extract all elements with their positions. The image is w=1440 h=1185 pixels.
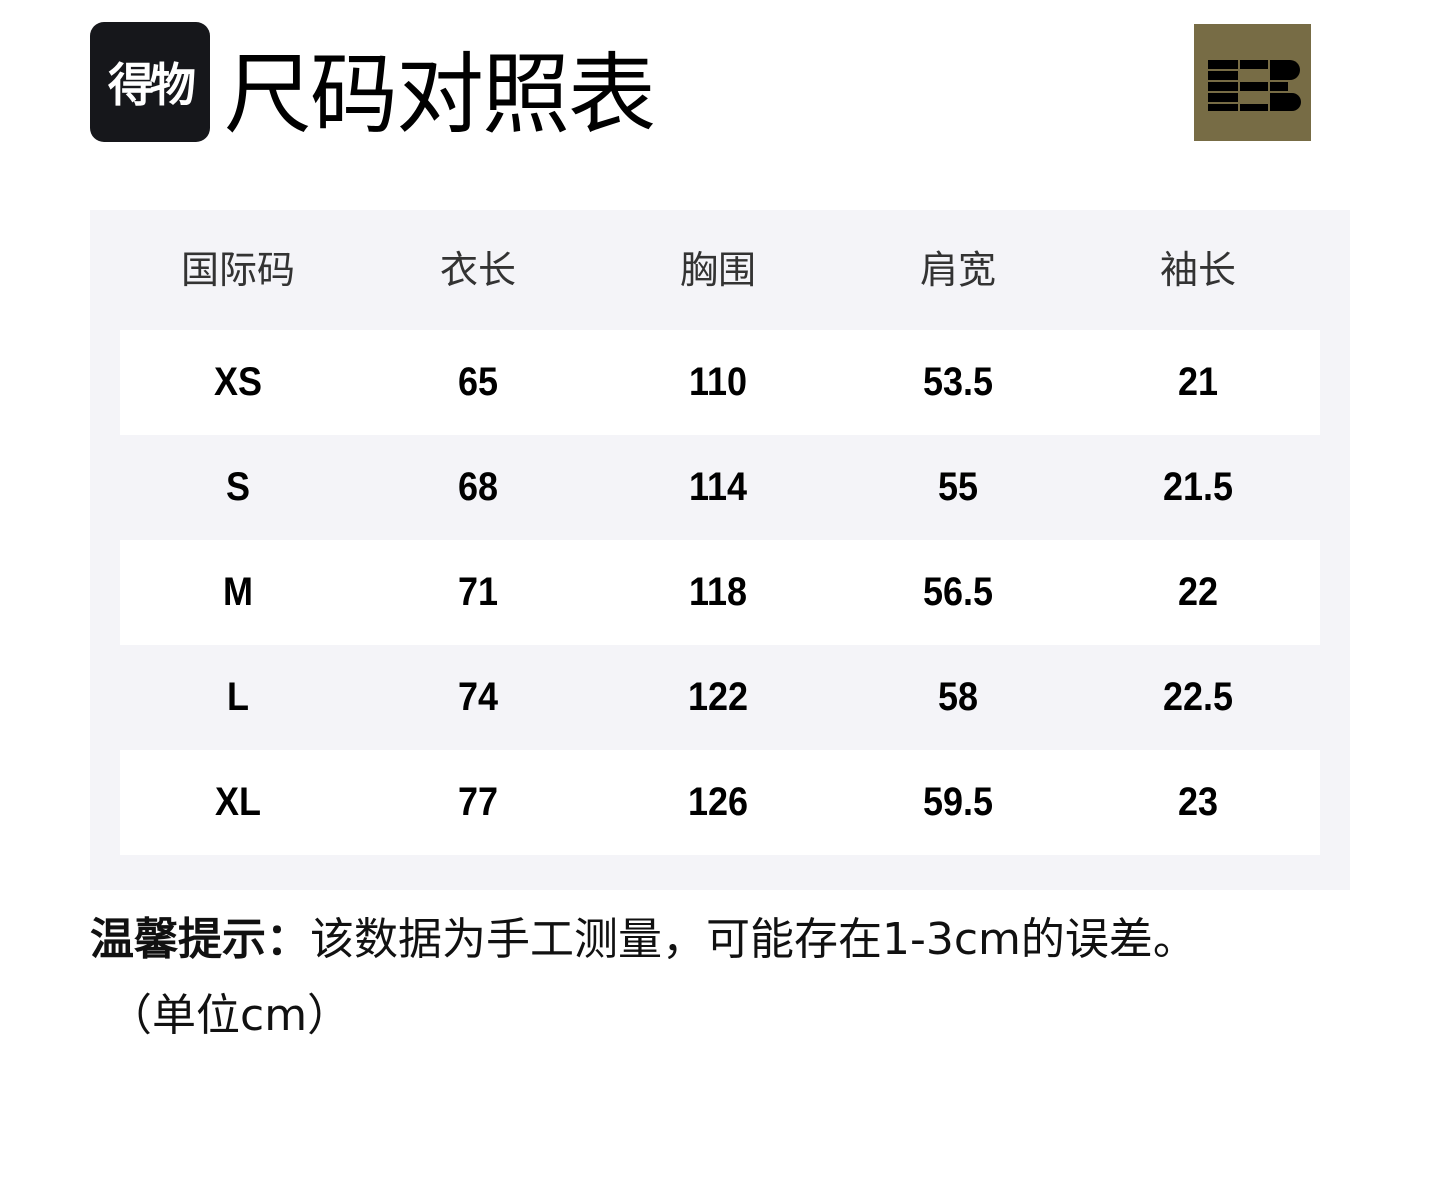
header-cell: 胸围: [679, 248, 756, 292]
header-cell: 衣长: [439, 248, 516, 292]
cell: 77: [457, 780, 499, 824]
cell: 68: [457, 465, 499, 509]
cell: XS: [213, 360, 263, 404]
cell: 56.5: [922, 570, 994, 614]
cell: 22.5: [1162, 675, 1234, 719]
cell: 110: [688, 360, 748, 404]
table-row: XS 65 110 53.5 21: [120, 330, 1320, 435]
eb-logo: [1194, 24, 1311, 141]
cell: 118: [688, 570, 748, 614]
note-label: 温馨提示：: [90, 914, 310, 965]
header-cell: 肩宽: [919, 248, 996, 292]
cell: 58: [937, 675, 979, 719]
header-cell: 袖长: [1159, 248, 1236, 292]
dewu-logo: 得物: [90, 22, 210, 142]
cell: 53.5: [922, 360, 994, 404]
table-row: S 68 114 55 21.5: [120, 435, 1320, 540]
cell: S: [225, 465, 251, 509]
cell: XL: [214, 780, 262, 824]
cell: 59.5: [922, 780, 994, 824]
table-row: L 74 122 58 22.5: [120, 645, 1320, 750]
header-cell: 国际码: [180, 248, 295, 292]
cell: 65: [457, 360, 499, 404]
unit-note: （单位cm）: [108, 990, 352, 1041]
page-title: 尺码对照表: [224, 43, 656, 146]
cell: L: [227, 675, 249, 719]
note-text: 该数据为手工测量，可能存在1-3cm的误差。: [310, 914, 1197, 965]
table-header: 国际码 衣长 胸围 肩宽 袖长: [118, 240, 1318, 300]
table-row: M 71 118 56.5 22: [120, 540, 1320, 645]
cell: 74: [457, 675, 499, 719]
cell: 126: [687, 780, 749, 824]
cell: 23: [1177, 780, 1219, 824]
cell: 114: [688, 465, 748, 509]
cell: 71: [457, 570, 499, 614]
eb-logo-icon: [1208, 60, 1301, 111]
cell: 122: [687, 675, 749, 719]
cell: 21.5: [1162, 465, 1234, 509]
cell: 22: [1177, 570, 1219, 614]
cell: 55: [937, 465, 979, 509]
table-row: XL 77 126 59.5 23: [120, 750, 1320, 855]
cell: 21: [1177, 360, 1219, 404]
cell: M: [222, 570, 253, 614]
measurement-note: 温馨提示：该数据为手工测量，可能存在1-3cm的误差。: [90, 908, 1197, 972]
